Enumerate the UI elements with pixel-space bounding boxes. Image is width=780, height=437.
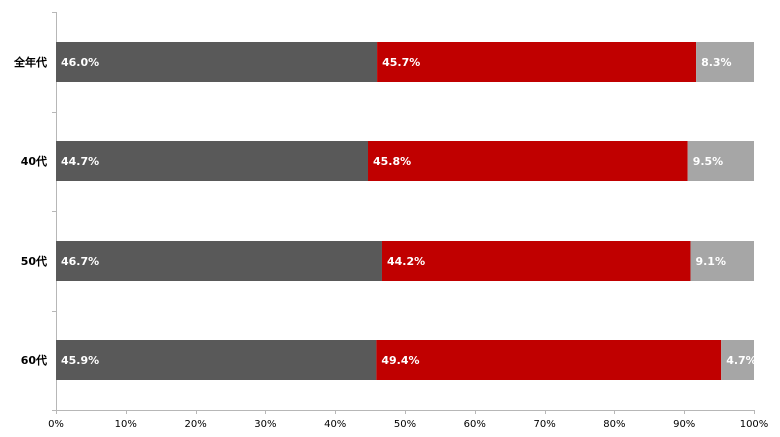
data-label-3-1: 49.4% [381, 354, 419, 367]
bar-segment-1-2 [687, 141, 754, 181]
data-label-1-1: 45.8% [373, 155, 411, 168]
data-label-3-2: 4.7% [726, 354, 757, 367]
bar-segment-0-2 [696, 42, 754, 82]
chart-data-labels: 46.0% 45.7% 8.3% 44.7% 45.8% 9.5% 46.7% 44.2% 9.… [61, 56, 757, 367]
data-label-0-1: 45.7% [382, 56, 420, 69]
x-tick-label-0: 0% [48, 419, 64, 430]
data-label-2-1: 44.2% [387, 255, 425, 268]
bar-segment-1-0 [56, 141, 369, 181]
data-label-1-2: 9.5% [693, 155, 724, 168]
x-tick-label-9: 90% [673, 419, 695, 430]
bar-segment-1-1 [368, 141, 688, 181]
data-label-0-2: 8.3% [701, 56, 732, 69]
category-label-3: 60代 [21, 353, 47, 367]
bar-segment-0-1 [377, 42, 697, 82]
chart-category-labels: 全年代 40代 50代 60代 [13, 55, 47, 367]
data-label-2-0: 46.7% [61, 255, 99, 268]
chart-tick-labels: 0% 10% 20% 30% 40% 50% 60% 70% 80% 90% 100% [48, 419, 768, 430]
category-label-0: 全年代 [13, 55, 47, 69]
bar-segment-3-2 [721, 340, 754, 380]
x-tick-label-10: 100% [740, 419, 769, 430]
data-label-3-0: 45.9% [61, 354, 99, 367]
chart-bars [56, 42, 754, 380]
x-tick-label-8: 80% [603, 419, 625, 430]
bar-segment-2-2 [690, 241, 754, 281]
data-label-2-2: 9.1% [695, 255, 726, 268]
x-tick-label-7: 70% [533, 419, 555, 430]
bar-segment-2-1 [381, 241, 691, 281]
bar-segment-3-1 [376, 340, 722, 380]
data-label-1-0: 44.7% [61, 155, 99, 168]
x-tick-label-3: 30% [254, 419, 276, 430]
bar-segment-2-0 [56, 241, 382, 281]
bar-segment-0-0 [56, 42, 378, 82]
data-label-0-0: 46.0% [61, 56, 99, 69]
category-label-1: 40代 [21, 154, 47, 168]
x-tick-label-6: 60% [464, 419, 486, 430]
x-tick-label-4: 40% [324, 419, 346, 430]
x-tick-label-5: 50% [394, 419, 416, 430]
bar-segment-3-0 [56, 340, 377, 380]
category-label-2: 50代 [21, 254, 47, 268]
x-tick-label-1: 10% [115, 419, 137, 430]
x-tick-label-2: 20% [184, 419, 206, 430]
